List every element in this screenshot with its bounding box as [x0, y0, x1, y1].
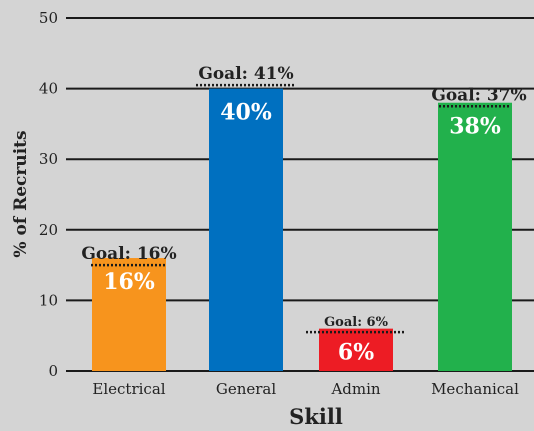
x-tick-label-electrical: Electrical [92, 380, 165, 398]
bar-general [209, 88, 283, 371]
x-axis-title: Skill [289, 404, 343, 429]
y-axis-ticks: 0 10 20 30 40 50 [39, 9, 58, 380]
x-tick-label-admin: Admin [330, 380, 380, 398]
goal-label-general: Goal: 41% [198, 64, 293, 84]
y-axis-title: % of Recruits [11, 130, 31, 257]
value-label-general: 40% [220, 100, 272, 126]
value-label-admin: 6% [338, 340, 374, 366]
y-tick-label-30: 30 [39, 150, 58, 168]
y-tick-label-10: 10 [39, 291, 58, 309]
bar-mechanical [438, 102, 512, 371]
bars [92, 88, 512, 371]
value-labels: 16% 40% 6% 38% [103, 100, 501, 366]
x-axis-category-labels: Electrical General Admin Mechanical [92, 380, 519, 398]
x-tick-label-general: General [216, 380, 277, 398]
value-label-electrical: 16% [103, 269, 155, 295]
bar-admin [319, 328, 393, 371]
goal-markers: Goal: 16% Goal: 41% Goal: 6% Goal: 37% [81, 64, 527, 334]
bar-electrical [92, 258, 166, 371]
y-tick-label-50: 50 [39, 9, 58, 27]
y-tick-label-40: 40 [39, 80, 58, 98]
goal-label-admin: Goal: 6% [324, 315, 389, 330]
goal-label-electrical: Goal: 16% [81, 244, 176, 264]
x-tick-label-mechanical: Mechanical [431, 380, 519, 398]
y-tick-label-0: 0 [48, 362, 58, 380]
goal-label-mechanical: Goal: 37% [431, 85, 526, 105]
value-label-mechanical: 38% [449, 114, 501, 140]
y-tick-label-20: 20 [39, 221, 58, 239]
